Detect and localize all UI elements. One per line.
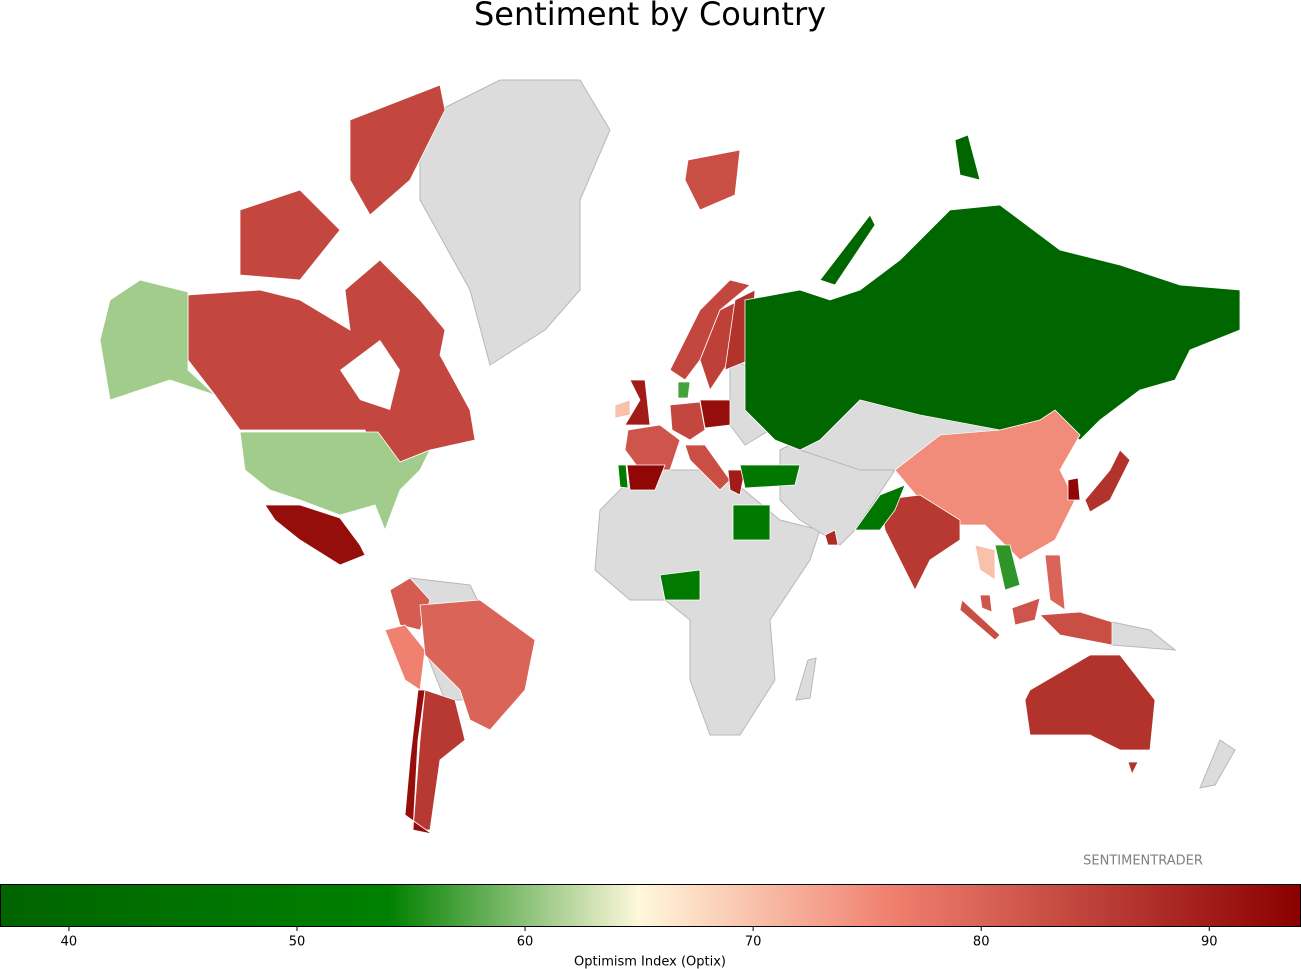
country — [824, 529, 839, 546]
country — [879, 494, 961, 591]
country — [187, 84, 476, 463]
madagascar — [795, 657, 817, 701]
country — [264, 504, 366, 566]
country — [699, 399, 731, 429]
new-zealand — [1199, 739, 1236, 789]
colorbar-tick-label: 90 — [1201, 935, 1218, 950]
country — [894, 409, 1081, 561]
colorbar-tick-label: 80 — [973, 935, 990, 950]
country — [624, 379, 651, 426]
country — [626, 464, 666, 491]
country — [1067, 477, 1081, 501]
country — [99, 279, 431, 532]
new-guinea — [1111, 621, 1177, 651]
country — [974, 544, 996, 581]
country — [614, 399, 631, 419]
country — [1044, 554, 1066, 611]
country — [624, 424, 681, 471]
country — [677, 381, 691, 399]
colorbar-tick-label: 40 — [61, 935, 78, 950]
colorbar-tick-label: 70 — [745, 935, 762, 950]
country — [994, 544, 1021, 591]
country — [669, 279, 751, 381]
hudson-bay — [340, 340, 400, 410]
greenland — [419, 79, 611, 366]
colorbar-tick-label: 50 — [289, 935, 306, 950]
country — [617, 464, 629, 489]
country — [979, 594, 1041, 626]
colorbar-label: Optimism Index (Optix) — [574, 955, 726, 969]
country — [732, 504, 771, 541]
countries — [99, 84, 1241, 835]
country — [739, 464, 801, 489]
country — [727, 469, 746, 496]
country — [959, 599, 1113, 646]
country — [854, 484, 906, 531]
country — [1084, 449, 1131, 513]
country — [384, 624, 426, 691]
country — [404, 689, 433, 835]
country — [684, 149, 741, 211]
colorbar-ticks: 40 50 60 70 80 90 — [61, 927, 1218, 950]
country — [669, 401, 706, 441]
country — [744, 134, 1241, 451]
country — [1024, 654, 1156, 776]
country — [659, 569, 701, 601]
africa — [594, 469, 821, 736]
colorbar — [0, 884, 1301, 927]
watermark: SENTIMENTRADER — [1083, 854, 1203, 869]
country — [412, 689, 466, 831]
country — [684, 444, 731, 491]
colorbar-tick-label: 60 — [517, 935, 534, 950]
country — [419, 599, 536, 731]
chart-title: Sentiment by Country — [474, 0, 826, 33]
